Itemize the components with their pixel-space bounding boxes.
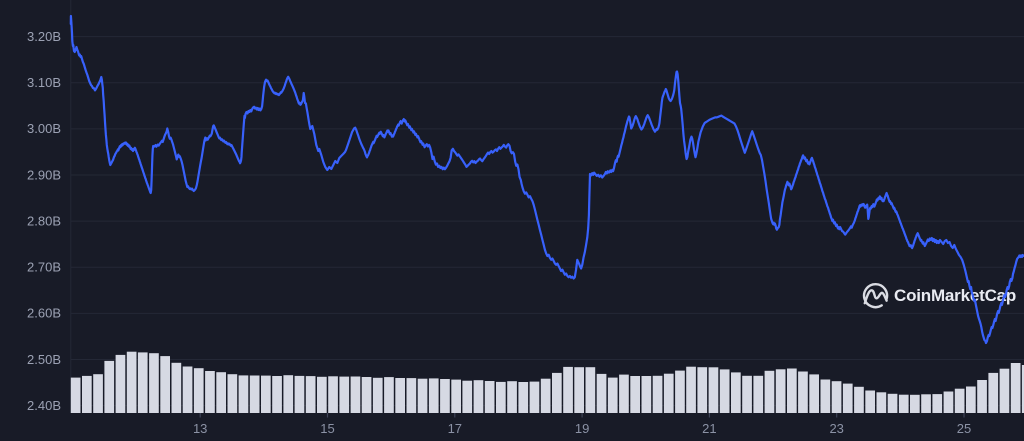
svg-text:21: 21 <box>702 421 716 436</box>
svg-text:2.60B: 2.60B <box>27 306 61 321</box>
svg-text:2.80B: 2.80B <box>27 213 61 228</box>
svg-text:13: 13 <box>193 421 207 436</box>
svg-text:15: 15 <box>320 421 334 436</box>
svg-text:19: 19 <box>575 421 589 436</box>
svg-text:CoinMarketCap: CoinMarketCap <box>894 286 1016 305</box>
svg-text:17: 17 <box>448 421 462 436</box>
svg-text:2.40B: 2.40B <box>27 398 61 413</box>
svg-text:3.20B: 3.20B <box>27 29 61 44</box>
svg-text:3.00B: 3.00B <box>27 121 61 136</box>
svg-text:2.70B: 2.70B <box>27 260 61 275</box>
svg-text:25: 25 <box>957 421 971 436</box>
svg-text:3.10B: 3.10B <box>27 75 61 90</box>
svg-text:23: 23 <box>829 421 843 436</box>
svg-text:2.50B: 2.50B <box>27 352 61 367</box>
svg-text:2.90B: 2.90B <box>27 167 61 182</box>
